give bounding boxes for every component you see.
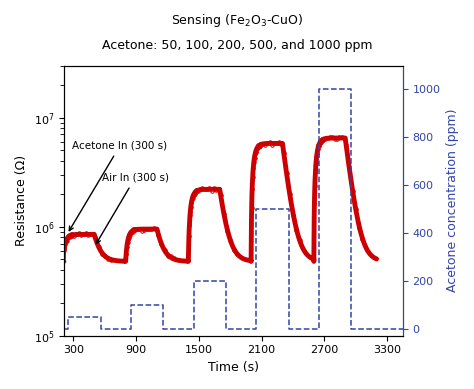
Text: Acetone In (300 s): Acetone In (300 s) — [69, 141, 167, 231]
Text: Sensing (Fe$_2$O$_3$-CuO): Sensing (Fe$_2$O$_3$-CuO) — [171, 12, 303, 29]
Y-axis label: Resistance (Ω): Resistance (Ω) — [15, 155, 28, 246]
X-axis label: Time (s): Time (s) — [208, 361, 259, 374]
Text: Air In (300 s): Air In (300 s) — [96, 173, 169, 244]
Text: Acetone: 50, 100, 200, 500, and 1000 ppm: Acetone: 50, 100, 200, 500, and 1000 ppm — [102, 39, 372, 52]
Y-axis label: Acetone concentration (ppm): Acetone concentration (ppm) — [446, 109, 459, 293]
